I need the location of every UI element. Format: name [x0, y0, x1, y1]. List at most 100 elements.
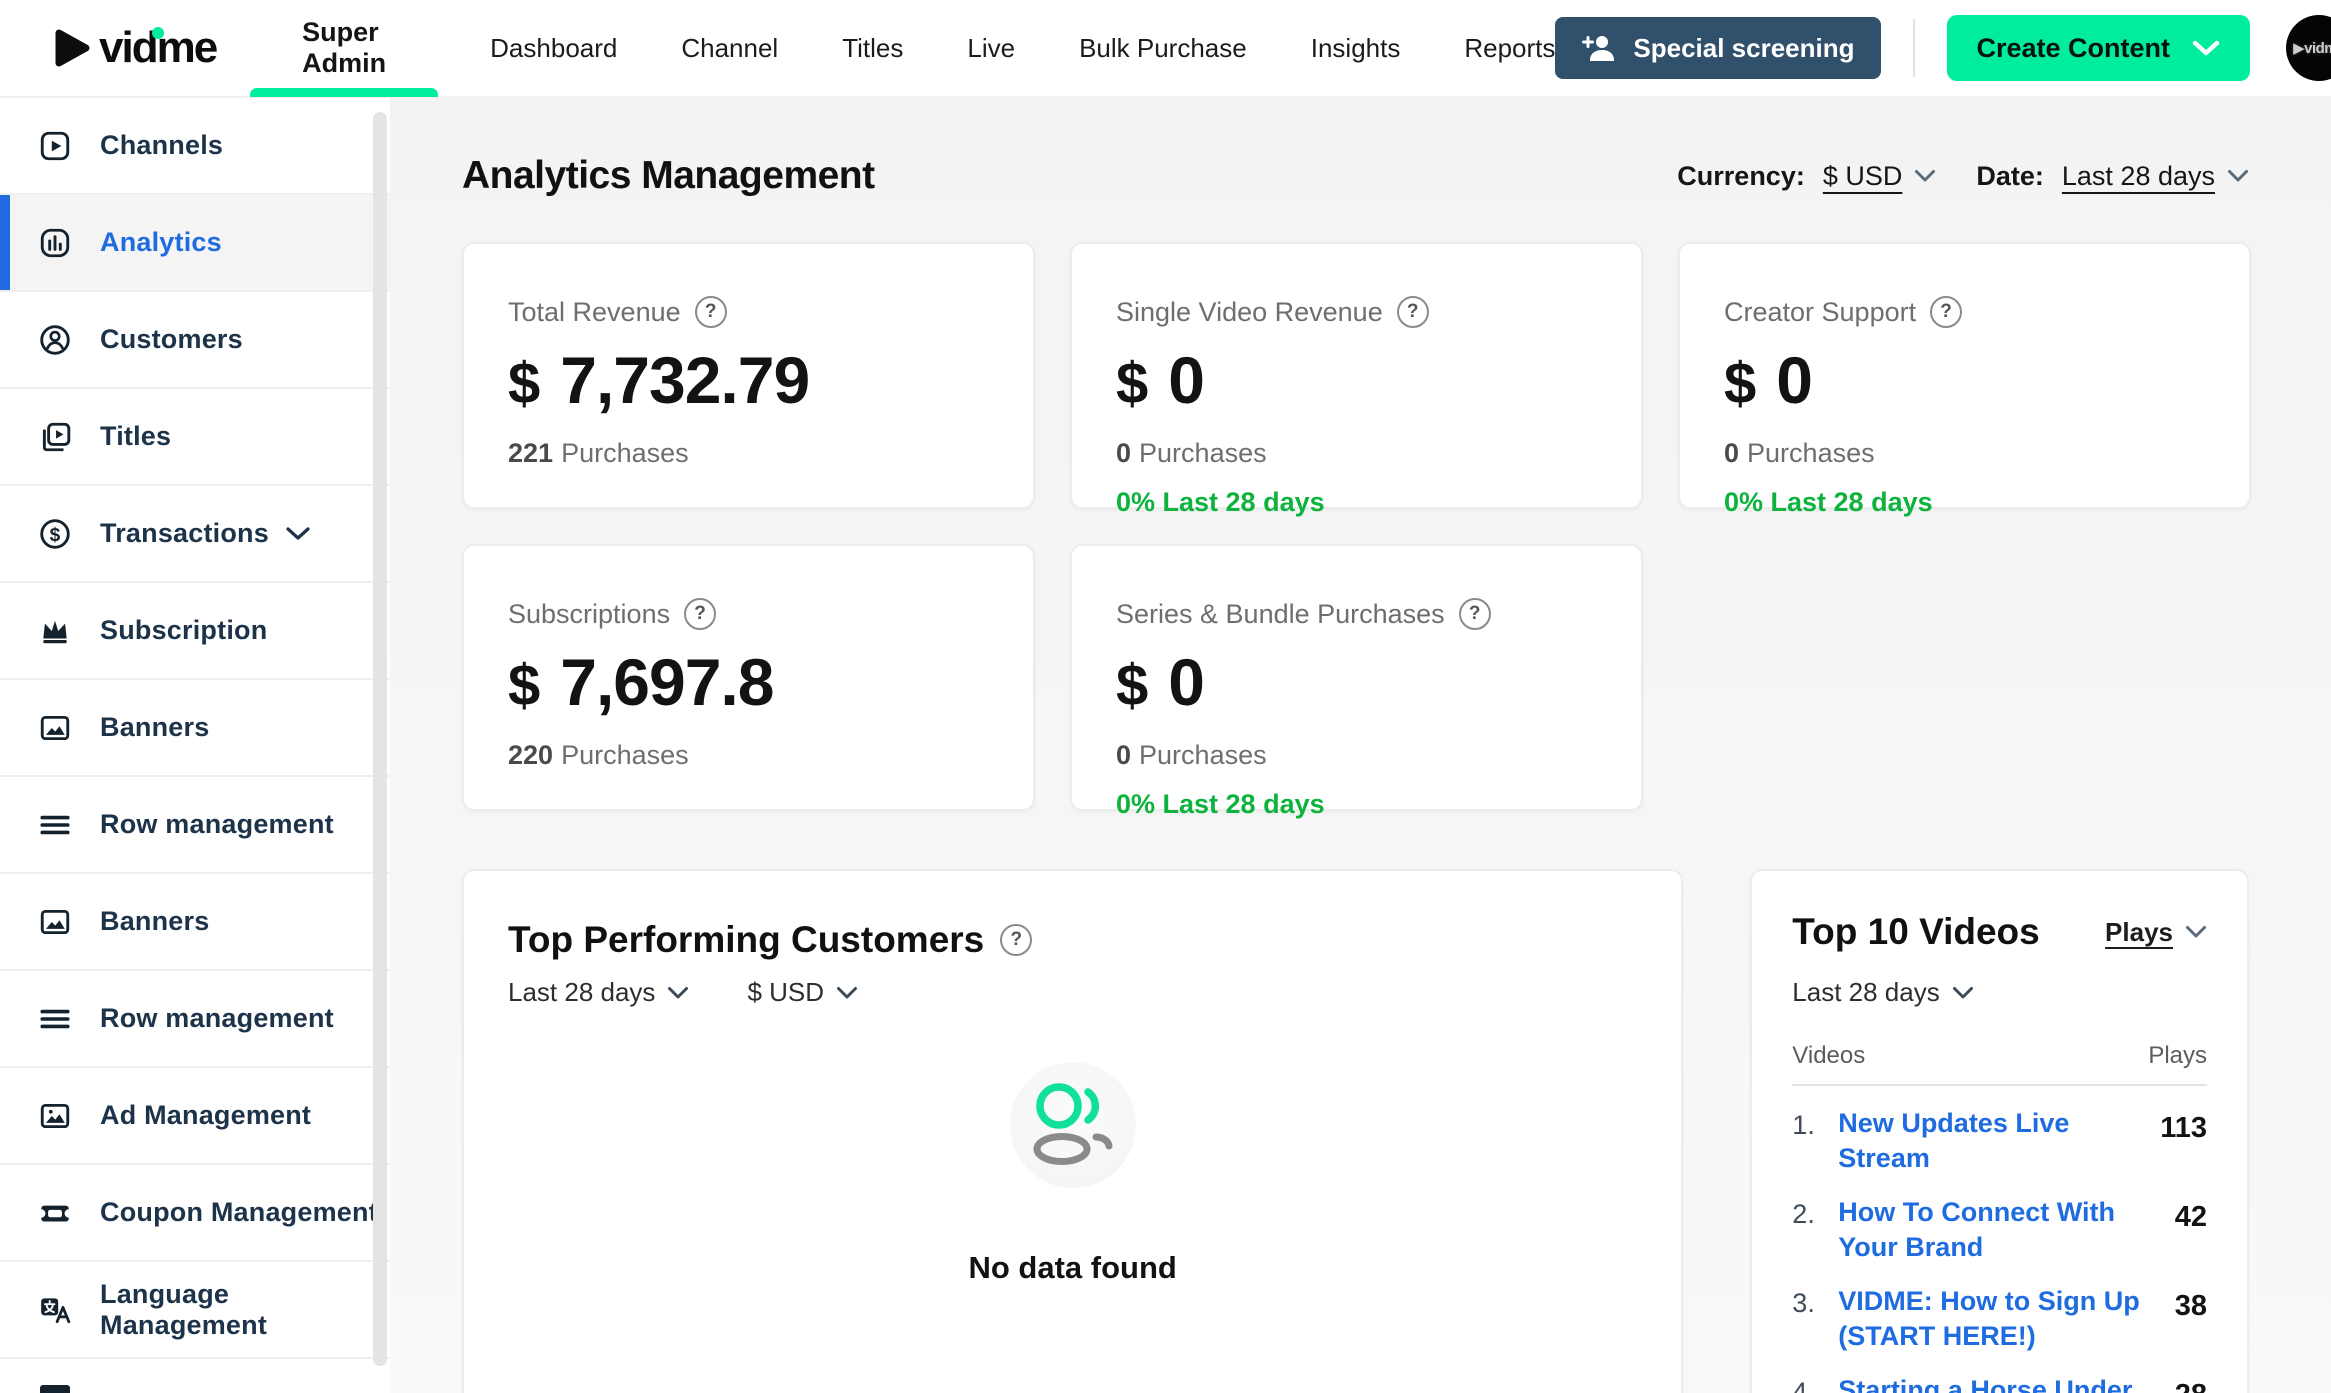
help-icon[interactable]: ? — [684, 598, 716, 630]
sidebar-item-row-management-2[interactable]: Row management — [0, 971, 390, 1068]
purchases-line: 0Purchases — [1116, 740, 1597, 771]
avatar[interactable]: ▶vidme — [2286, 15, 2331, 81]
sidebar-item-banners[interactable]: Banners — [0, 680, 390, 777]
stat-delta: 0% Last 28 days — [1116, 487, 1597, 518]
video-rank: 1. — [1792, 1106, 1838, 1143]
image-icon — [38, 711, 72, 745]
stat-label: Subscriptions — [508, 599, 670, 630]
chevron-down-icon — [836, 986, 858, 1000]
currency-select[interactable]: $ USD — [1823, 161, 1903, 192]
sidebar-item-label: Row management — [100, 809, 334, 840]
video-plays: 28 — [2175, 1373, 2207, 1393]
help-icon[interactable]: ? — [1000, 924, 1032, 956]
sidebar-item-language-management[interactable]: Language Management — [0, 1262, 390, 1359]
stat-card-subscriptions: Subscriptions ? $ 7,697.8 220Purchases — [462, 544, 1035, 811]
create-content-button[interactable]: Create Content — [1947, 15, 2251, 81]
help-icon[interactable]: ? — [1397, 296, 1429, 328]
create-content-label: Create Content — [1977, 33, 2171, 64]
sidebar-item-banners-2[interactable]: Banners — [0, 874, 390, 971]
purchases-line: 220Purchases — [508, 740, 989, 771]
plays-column-header: Plays — [2148, 1042, 2207, 1070]
avatar-play-icon: ▶ — [2293, 40, 2304, 57]
top-videos-column-headers: Videos Plays — [1792, 1042, 2207, 1070]
help-icon[interactable]: ? — [695, 296, 727, 328]
nav-item-reports[interactable]: Reports — [1464, 33, 1555, 64]
video-row: 4. Starting a Horse Under 28 — [1792, 1373, 2207, 1393]
play-logo-icon — [55, 28, 91, 68]
video-title-link[interactable]: Starting a Horse Under — [1838, 1373, 2140, 1393]
person-add-icon — [1581, 33, 1617, 63]
sidebar-item-label: Analytics — [100, 227, 222, 258]
stacked-play-icon — [38, 420, 72, 454]
tab-super-admin[interactable]: Super Admin — [292, 0, 396, 97]
tab-super-admin-label: Super Admin — [302, 17, 386, 79]
video-rank: 2. — [1792, 1195, 1838, 1232]
help-icon[interactable]: ? — [1930, 296, 1962, 328]
sidebar-item-label: Language Management — [100, 1279, 390, 1341]
sidebar-item-label: Row management — [100, 1003, 334, 1034]
sidebar-item-label: Banners — [100, 906, 209, 937]
stat-label: Series & Bundle Purchases — [1116, 599, 1445, 630]
stat-value: 7,697.8 — [560, 644, 773, 720]
user-circle-icon — [38, 323, 72, 357]
top-videos-card: Top 10 Videos Plays Last 28 days V — [1750, 869, 2249, 1393]
sidebar-item-titles[interactable]: Titles — [0, 389, 390, 486]
stat-card-total-revenue: Total Revenue ? $ 7,732.79 221Purchases — [462, 242, 1035, 509]
top-nav: Dashboard Channel Titles Live Bulk Purch… — [490, 33, 1555, 64]
stat-delta: 0% Last 28 days — [1116, 789, 1597, 820]
currency-symbol: $ — [1116, 652, 1148, 719]
nav-item-bulk-purchase[interactable]: Bulk Purchase — [1079, 33, 1247, 64]
chevron-down-icon[interactable] — [1914, 169, 1936, 183]
sidebar-item-ad-management[interactable]: Ad Management — [0, 1068, 390, 1165]
nav-item-dashboard[interactable]: Dashboard — [490, 33, 617, 64]
stat-label: Total Revenue — [508, 297, 681, 328]
top-videos-date-select[interactable]: Last 28 days — [1792, 977, 2207, 1008]
purchases-count: 221 — [508, 438, 553, 468]
stats-grid: Total Revenue ? $ 7,732.79 221Purchases … — [462, 242, 2249, 811]
vidme-logo[interactable]: vidme — [55, 23, 216, 73]
sidebar-item-label: Transactions — [100, 518, 269, 549]
sidebar-item-label: Titles — [100, 421, 171, 452]
top-bar: vidme Super Admin Dashboard Channel Titl… — [0, 0, 2331, 98]
top-customers-date-select[interactable]: Last 28 days — [508, 977, 689, 1008]
special-screening-button[interactable]: Special screening — [1555, 17, 1880, 79]
top-customers-currency-select[interactable]: $ USD — [747, 977, 858, 1008]
sidebar-item-subscription[interactable]: Subscription — [0, 583, 390, 680]
sidebar-item-row-management[interactable]: Row management — [0, 777, 390, 874]
sidebar-item-analytics[interactable]: Analytics — [0, 195, 390, 292]
sidebar-item-label: Customers — [100, 324, 243, 355]
sidebar-item-label: Ad Management — [100, 1100, 311, 1131]
sidebar-scrollbar[interactable] — [373, 112, 387, 1366]
stat-delta: 0% Last 28 days — [1724, 487, 2205, 518]
video-plays: 113 — [2160, 1106, 2207, 1145]
header-actions: Special screening Create Content ▶vidme — [1555, 15, 2331, 81]
dollar-circle-icon: $ — [38, 517, 72, 551]
purchases-count: 0 — [1116, 438, 1131, 468]
nav-item-channel[interactable]: Channel — [681, 33, 778, 64]
video-title-link[interactable]: VIDME: How to Sign Up (START HERE!) — [1838, 1284, 2140, 1353]
help-icon[interactable]: ? — [1459, 598, 1491, 630]
main-content: Analytics Management Currency: $ USD Dat… — [390, 98, 2331, 1393]
purchases-count: 0 — [1116, 740, 1131, 770]
sidebar-item-customers[interactable]: Customers — [0, 292, 390, 389]
sidebar-item-transactions[interactable]: $ Transactions — [0, 486, 390, 583]
divider — [1792, 1084, 2207, 1086]
date-select[interactable]: Last 28 days — [2062, 161, 2215, 192]
nav-item-insights[interactable]: Insights — [1311, 33, 1401, 64]
top-videos-sort-select[interactable]: Plays — [2105, 917, 2207, 948]
rows-icon — [38, 808, 72, 842]
video-plays: 42 — [2175, 1195, 2207, 1234]
sidebar-item-partial-icon — [40, 1385, 70, 1393]
sidebar-item-channels[interactable]: Channels — [0, 98, 390, 195]
chevron-down-icon — [285, 526, 311, 542]
chevron-down-icon — [2185, 925, 2207, 939]
chevron-down-icon[interactable] — [2227, 169, 2249, 183]
avatar-logo-mark: ▶vidme — [2293, 39, 2331, 57]
video-title-link[interactable]: How To Connect With Your Brand — [1838, 1195, 2140, 1264]
nav-item-titles[interactable]: Titles — [842, 33, 903, 64]
sidebar-item-coupon-management[interactable]: Coupon Management — [0, 1165, 390, 1262]
currency-symbol: $ — [508, 652, 540, 719]
nav-item-live[interactable]: Live — [967, 33, 1015, 64]
video-title-link[interactable]: New Updates Live Stream — [1838, 1106, 2140, 1175]
stat-card-single-video-revenue: Single Video Revenue ? $ 0 0Purchases 0%… — [1070, 242, 1643, 509]
